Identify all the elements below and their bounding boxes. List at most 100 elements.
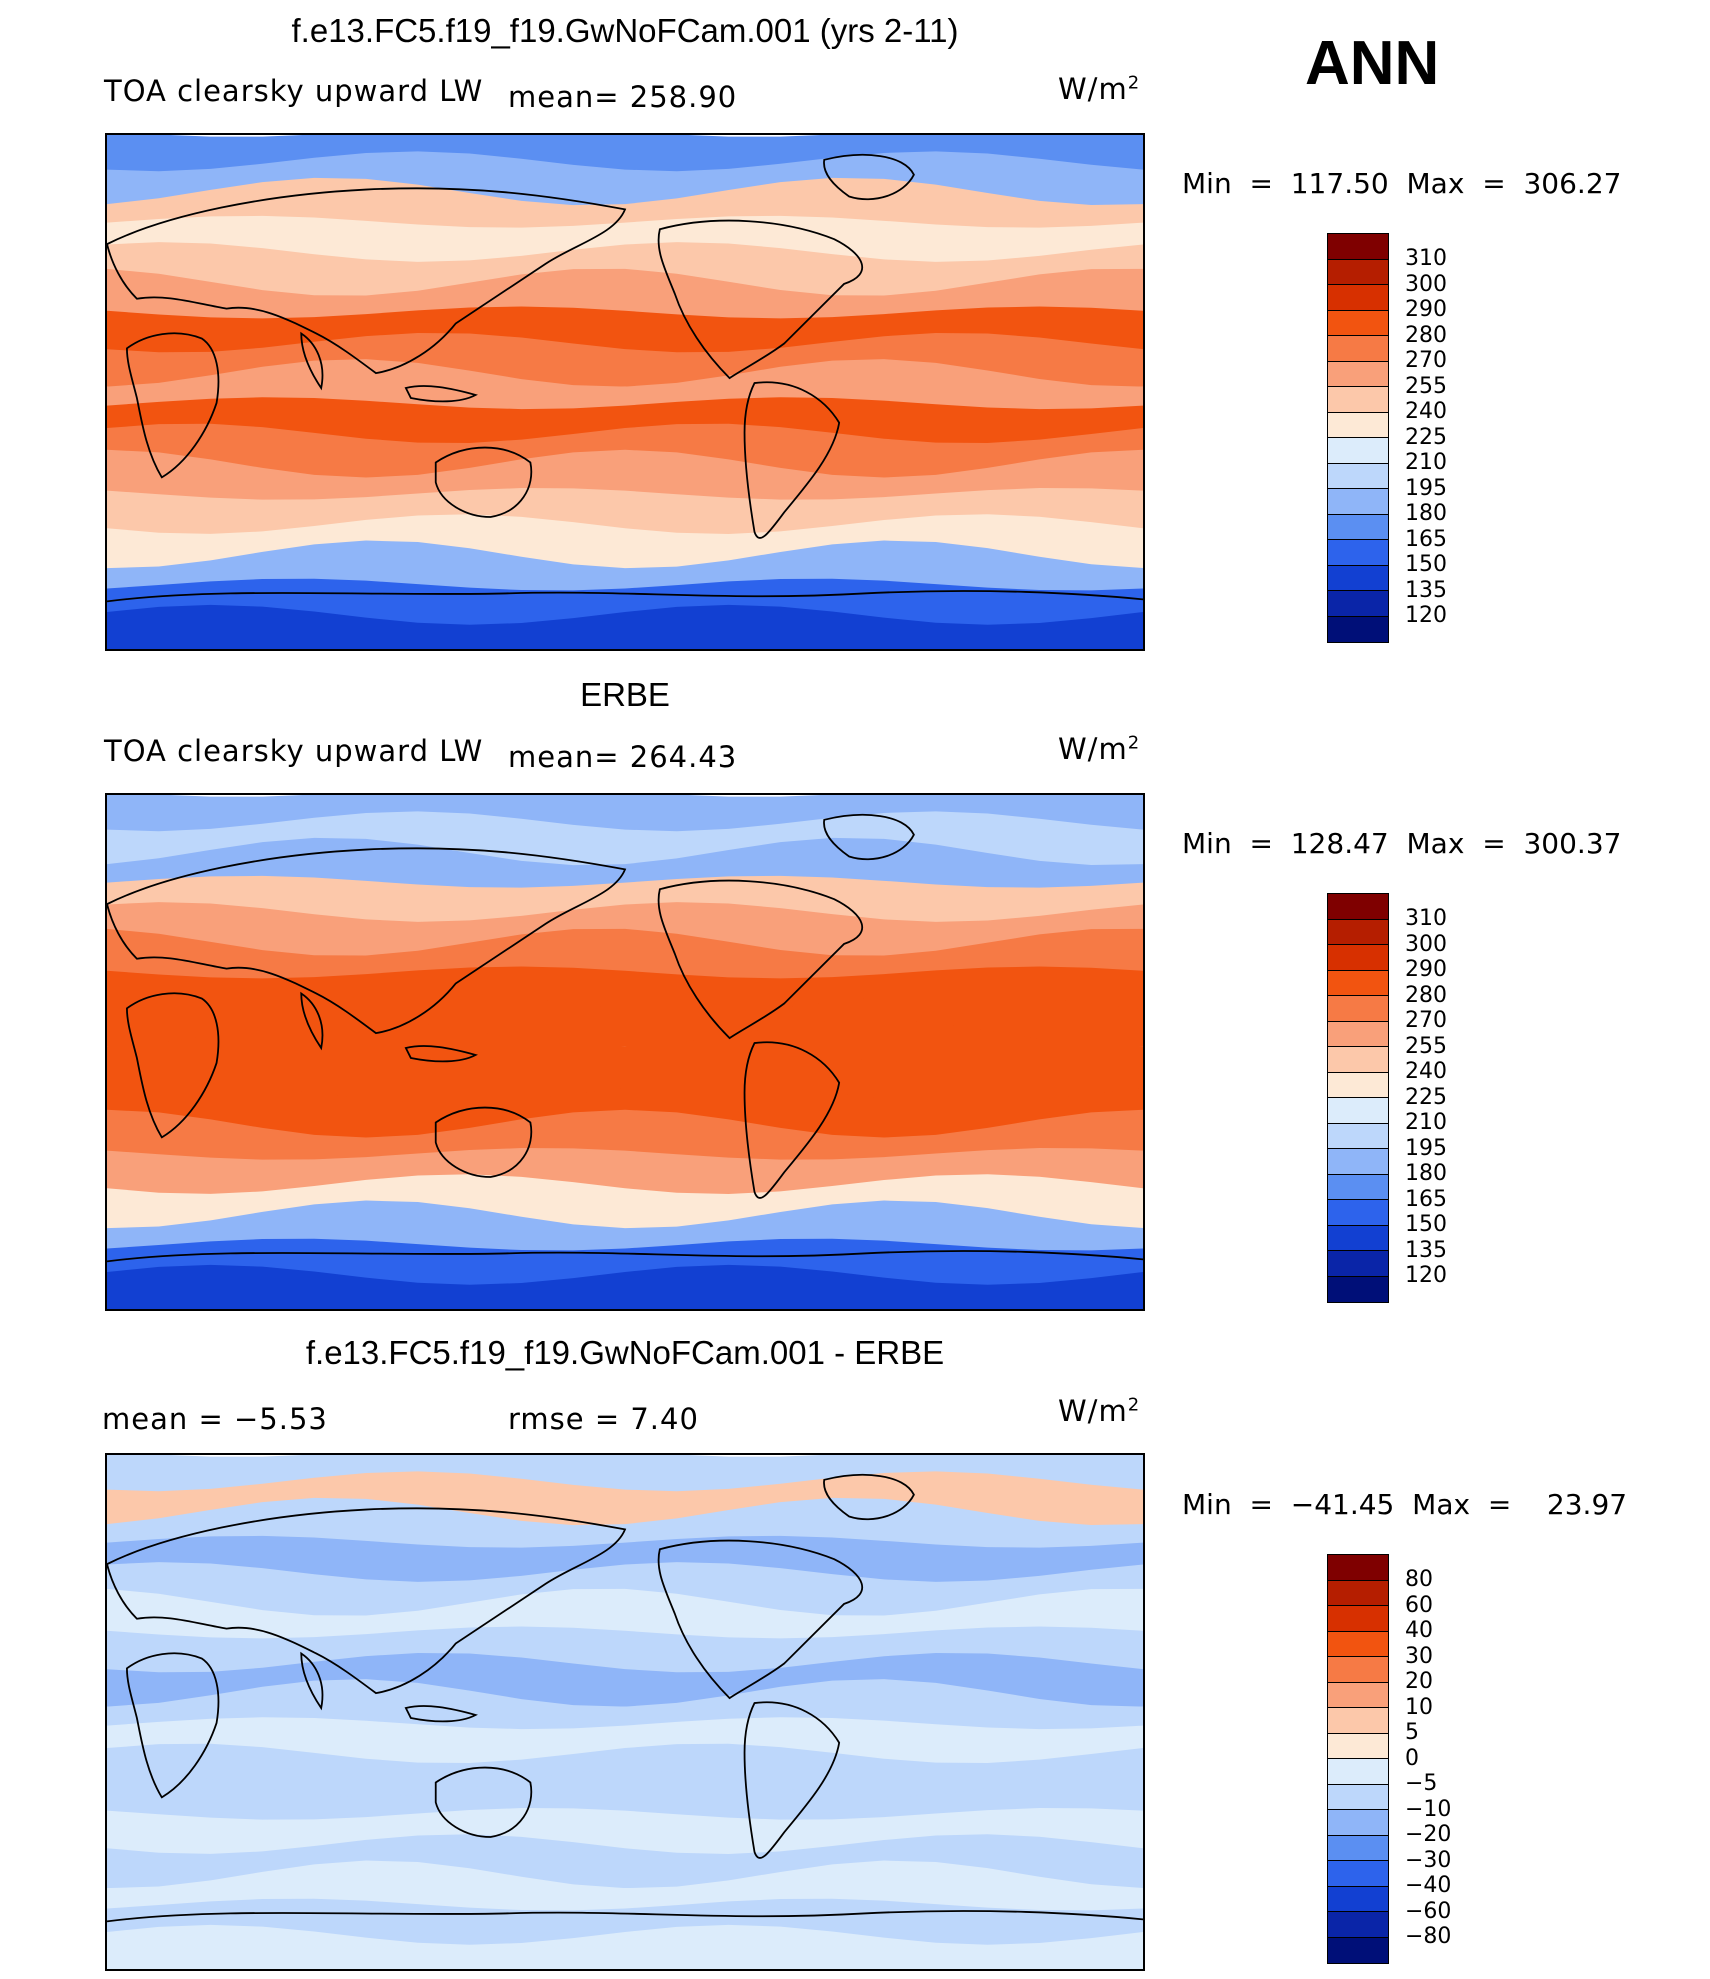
colorbar-swatch: [1328, 336, 1388, 362]
colorbar-swatch: [1328, 1047, 1388, 1073]
colorbar-swatch: [1328, 1810, 1388, 1836]
colorbar-swatch: [1328, 616, 1388, 642]
colorbar-level-label: 280: [1405, 322, 1447, 348]
colorbar-level-label: 150: [1405, 1212, 1447, 1237]
colorbar-level-label: 180: [1405, 1161, 1447, 1186]
coastline: [657, 879, 864, 1040]
colorbar-swatch: [1328, 565, 1388, 591]
colorbar-swatch: [1328, 1861, 1388, 1887]
colorbar-swatch: [1328, 1682, 1388, 1708]
colorbar-swatch: [1328, 1886, 1388, 1912]
season-label: ANN: [1305, 29, 1440, 98]
colorbar-level-label: 60: [1405, 1592, 1433, 1618]
field-band: [107, 268, 1143, 327]
colorbar-swatch: [1328, 514, 1388, 540]
colorbar-swatch: [1328, 1225, 1388, 1251]
panel-1-colorbar-labels: 310 300 290 280 270 255 240 225 210 195 180 165 150 1…: [1405, 246, 1447, 629]
colorbar-swatch: [1328, 591, 1388, 617]
coastline: [300, 991, 324, 1051]
field-band: [107, 1717, 1143, 1768]
coastline: [823, 1473, 915, 1521]
colorbar-swatch: [1328, 1708, 1388, 1734]
field-band: [107, 449, 1143, 508]
colorbar-level-label: −5: [1405, 1771, 1438, 1796]
colorbar-swatch: [1328, 894, 1388, 920]
colorbar-swatch: [1328, 970, 1388, 996]
field-band: [107, 215, 1143, 266]
colorbar-swatch: [1328, 1200, 1388, 1226]
colorbar-swatch: [1328, 1606, 1388, 1632]
field-band: [107, 1109, 1143, 1168]
coastline: [434, 1106, 533, 1178]
colorbar-swatch: [1328, 489, 1388, 515]
colorbar-swatch: [1328, 361, 1388, 387]
colorbar-swatch: [1328, 1123, 1388, 1149]
colorbar-swatch: [1328, 285, 1388, 311]
colorbar-level-label: 255: [1405, 1033, 1447, 1059]
coastline: [823, 813, 915, 861]
field-band: [107, 1264, 1143, 1309]
colorbar-swatch: [1328, 259, 1388, 285]
colorbar-level-label: 20: [1405, 1669, 1433, 1694]
colorbar-swatch: [1328, 1555, 1388, 1581]
field-band: [107, 1769, 1143, 1828]
colorbar-level-label: 310: [1405, 906, 1447, 931]
colorbar-swatch: [1328, 1098, 1388, 1124]
colorbar-level-label: 270: [1405, 348, 1447, 373]
colorbar-level-label: 255: [1405, 373, 1447, 399]
colorbar-swatch: [1328, 1276, 1388, 1302]
colorbar-level-label: −40: [1405, 1873, 1452, 1898]
coastline: [126, 992, 220, 1139]
field-band: [107, 1057, 1143, 1108]
field-band: [107, 397, 1143, 448]
field-band: [107, 875, 1143, 926]
coastline: [743, 1701, 841, 1859]
coastline: [300, 331, 324, 391]
panel-2-variable: TOA clearsky upward LW: [104, 734, 484, 768]
colorbar-swatch: [1328, 540, 1388, 566]
colorbar-swatch: [1328, 1912, 1388, 1938]
panel-3-title: f.e13.FC5.f19_f19.GwNoFCam.001 - ERBE: [305, 1334, 945, 1371]
panel-2-colorbar: [1327, 893, 1389, 1303]
colorbar-level-label: 300: [1405, 271, 1447, 297]
coastline: [404, 1705, 478, 1723]
panel-1-title: f.e13.FC5.f19_f19.GwNoFCam.001 (yrs 2-11…: [291, 12, 959, 49]
coastline: [657, 1539, 864, 1700]
colorbar-swatch: [1328, 919, 1388, 945]
colorbar-level-label: 240: [1405, 399, 1447, 424]
colorbar-level-label: 240: [1405, 1059, 1447, 1084]
colorbar-swatch: [1328, 387, 1388, 413]
coastline: [107, 847, 627, 1035]
colorbar-swatch: [1328, 996, 1388, 1022]
coastline: [126, 332, 220, 479]
colorbar-level-label: 225: [1405, 1084, 1447, 1110]
field-band: [107, 1535, 1143, 1586]
panel-2-title: ERBE: [580, 676, 670, 713]
colorbar-level-label: 280: [1405, 982, 1447, 1008]
colorbar-level-label: 40: [1405, 1618, 1433, 1643]
coastline: [126, 1652, 220, 1799]
colorbar-swatch: [1328, 1937, 1388, 1963]
colorbar-level-label: 180: [1405, 501, 1447, 526]
colorbar-level-label: −30: [1405, 1847, 1452, 1873]
colorbar-swatch: [1328, 1149, 1388, 1175]
colorbar-swatch: [1328, 1759, 1388, 1785]
coastline: [107, 187, 627, 375]
coastline: [107, 1507, 627, 1695]
coastline: [657, 219, 864, 380]
colorbar-swatch: [1328, 1733, 1388, 1759]
colorbar-level-label: 165: [1405, 526, 1447, 552]
coastline: [404, 1045, 478, 1063]
colorbar-level-label: 10: [1405, 1694, 1433, 1720]
panel-2-units: W/m2: [1058, 732, 1141, 766]
panel-2-colorbar-labels: 310 300 290 280 270 255 240 225 210 195 180 165 150 1…: [1405, 906, 1447, 1289]
coastline: [434, 446, 533, 518]
colorbar-level-label: −60: [1405, 1898, 1452, 1924]
panel-1-variable: TOA clearsky upward LW: [104, 74, 484, 108]
panel-1-map: [105, 133, 1145, 651]
colorbar-level-label: 5: [1405, 1720, 1419, 1745]
colorbar-swatch: [1328, 1072, 1388, 1098]
colorbar-level-label: 300: [1405, 931, 1447, 957]
field-band: [107, 1238, 1143, 1289]
colorbar-level-label: 150: [1405, 552, 1447, 577]
